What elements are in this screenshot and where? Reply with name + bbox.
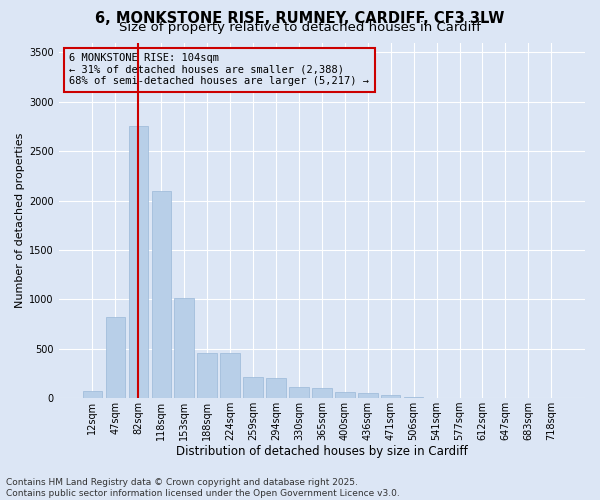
Bar	[266, 378, 286, 398]
Bar	[197, 352, 217, 398]
Bar	[175, 298, 194, 398]
Bar	[244, 378, 263, 398]
Text: Contains HM Land Registry data © Crown copyright and database right 2025.
Contai: Contains HM Land Registry data © Crown c…	[6, 478, 400, 498]
Bar	[358, 393, 377, 398]
Bar	[106, 317, 125, 398]
Bar	[83, 390, 102, 398]
Y-axis label: Number of detached properties: Number of detached properties	[15, 132, 25, 308]
X-axis label: Distribution of detached houses by size in Cardiff: Distribution of detached houses by size …	[176, 444, 468, 458]
Text: Size of property relative to detached houses in Cardiff: Size of property relative to detached ho…	[119, 22, 481, 35]
Bar	[128, 126, 148, 398]
Bar	[312, 388, 332, 398]
Text: 6, MONKSTONE RISE, RUMNEY, CARDIFF, CF3 3LW: 6, MONKSTONE RISE, RUMNEY, CARDIFF, CF3 …	[95, 11, 505, 26]
Bar	[381, 395, 400, 398]
Text: 6 MONKSTONE RISE: 104sqm
← 31% of detached houses are smaller (2,388)
68% of sem: 6 MONKSTONE RISE: 104sqm ← 31% of detach…	[70, 53, 370, 86]
Bar	[404, 397, 424, 398]
Bar	[335, 392, 355, 398]
Bar	[152, 190, 171, 398]
Bar	[220, 352, 240, 398]
Bar	[289, 387, 308, 398]
